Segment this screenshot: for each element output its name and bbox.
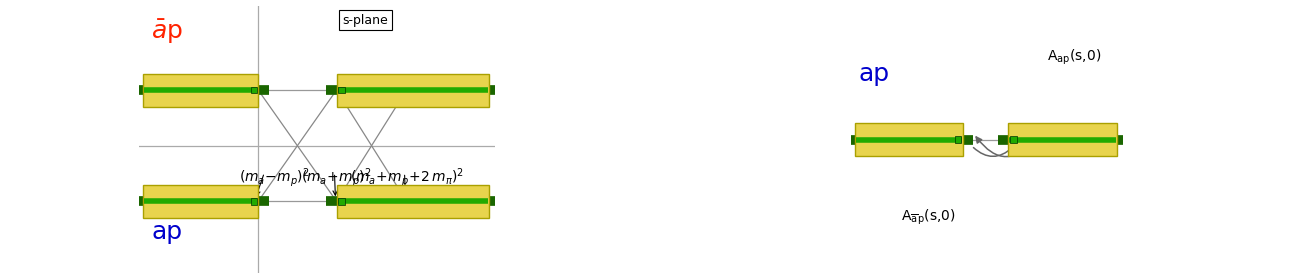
Text: s-plane: s-plane bbox=[342, 13, 388, 27]
Text: $(m_a\!+\!m_p\!+\!2\,m_\pi)^2$: $(m_a\!+\!m_p\!+\!2\,m_\pi)^2$ bbox=[349, 166, 464, 189]
Text: ap: ap bbox=[859, 62, 890, 86]
Bar bbox=[251, 87, 257, 93]
Text: $(m_a\!+\!m_p)^2$: $(m_a\!+\!m_p)^2$ bbox=[301, 166, 372, 189]
Bar bbox=[142, 185, 259, 218]
Bar bbox=[955, 136, 962, 143]
Bar bbox=[339, 87, 345, 93]
Bar bbox=[336, 185, 489, 218]
Bar bbox=[339, 198, 345, 205]
Text: $\bar{a}$p: $\bar{a}$p bbox=[152, 18, 183, 46]
Bar bbox=[1008, 123, 1116, 156]
Bar bbox=[142, 74, 259, 107]
Bar bbox=[1010, 136, 1017, 143]
Bar bbox=[251, 198, 257, 205]
Bar bbox=[336, 74, 489, 107]
Text: A$_{\mathregular{ap}}$(s,0): A$_{\mathregular{ap}}$(s,0) bbox=[1047, 48, 1102, 67]
Bar bbox=[855, 123, 963, 156]
Text: $(m_a\!-\!m_p)^2$: $(m_a\!-\!m_p)^2$ bbox=[239, 166, 310, 189]
Text: A$\overline{_{\mathregular{a}}}$$_{\mathregular{p}}$(s,0): A$\overline{_{\mathregular{a}}}$$_{\math… bbox=[901, 208, 955, 227]
Text: ap: ap bbox=[152, 220, 182, 244]
